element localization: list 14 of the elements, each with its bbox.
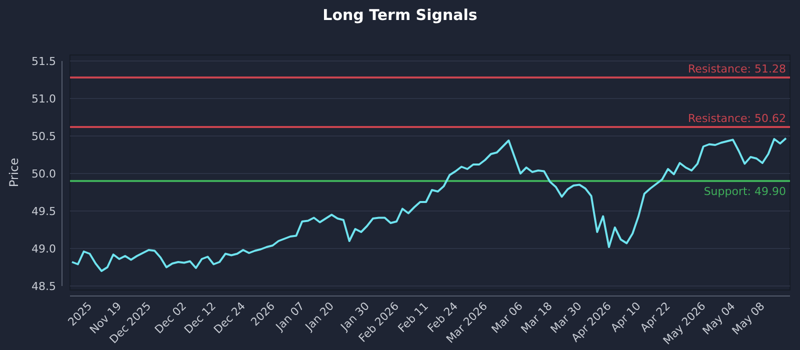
ref-line-label: Support: 49.90 [704,185,786,198]
y-tick-label: 50.5 [32,130,56,143]
ref-line-label: Resistance: 50.62 [688,112,786,125]
x-tick-label: Jan 20 [302,300,336,334]
y-tick-label: 50.0 [32,167,56,180]
y-tick-label: 51.0 [32,92,56,106]
line-series [71,137,787,272]
y-tick-label: 51.5 [32,54,56,68]
y-axis-title: Price [7,158,21,188]
y-tick-label: 49.5 [32,204,56,218]
y-tick-label: 48.5 [32,280,56,293]
y-tick-label: 49.0 [32,242,56,256]
chart-title: Long Term Signals [322,6,478,24]
ref-line-label: Resistance: 51.28 [688,62,786,76]
